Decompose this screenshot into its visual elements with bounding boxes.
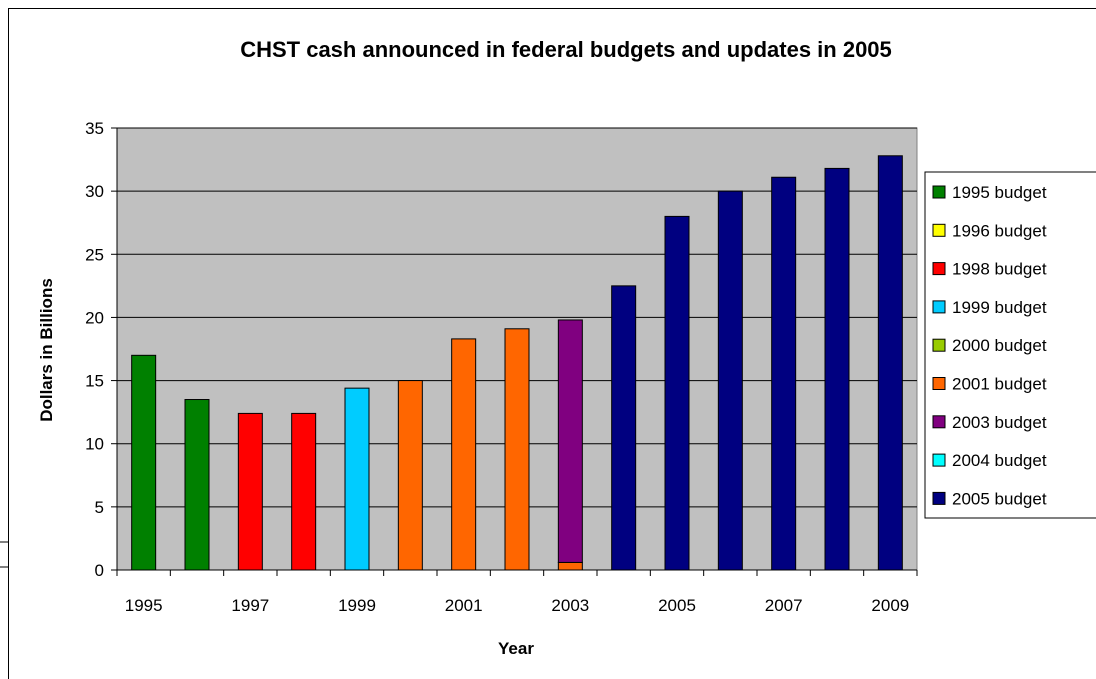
x-axis-ticks: 1995 1997 1999 2001 2003 2005 2007 2009 bbox=[116, 570, 918, 615]
legend-label: 1995 budget bbox=[952, 183, 1047, 202]
legend-label: 1998 budget bbox=[952, 260, 1047, 279]
legend-label: 2003 budget bbox=[952, 413, 1047, 432]
legend-swatch bbox=[932, 377, 946, 390]
bar-1998-1998-budget bbox=[291, 412, 317, 571]
x-tick-label: 2007 bbox=[765, 596, 803, 615]
y-tick-label: 0 bbox=[95, 561, 104, 580]
bar-2004-2005-budget bbox=[611, 285, 637, 571]
y-tick-label: 20 bbox=[85, 308, 104, 327]
bar-2003-2001-budget bbox=[557, 561, 583, 571]
x-tick-label: 1997 bbox=[231, 596, 269, 615]
bar-1999-1999-budget bbox=[344, 387, 370, 571]
chart-title: CHST cash announced in federal budgets a… bbox=[240, 37, 892, 62]
y-tick-label: 15 bbox=[85, 372, 104, 391]
legend-label: 2000 budget bbox=[952, 336, 1047, 355]
legend-label: 2005 budget bbox=[952, 489, 1047, 508]
bar-2005-2005-budget bbox=[664, 215, 690, 571]
bar-2009-2005-budget bbox=[877, 155, 903, 571]
legend-box bbox=[924, 171, 1096, 519]
bar-1995-1995-budget bbox=[131, 354, 157, 571]
legend-swatch bbox=[932, 262, 946, 276]
y-tick-label: 35 bbox=[85, 119, 104, 138]
axes bbox=[116, 128, 917, 571]
bar-2006-2005-budget bbox=[717, 190, 743, 571]
bar-2000-2001-budget bbox=[397, 380, 423, 571]
legend-swatch bbox=[932, 338, 946, 352]
y-axis-title: Dollars in Billions bbox=[37, 278, 56, 422]
x-tick-label: 1995 bbox=[125, 596, 163, 615]
bar-2002-2001-budget bbox=[504, 328, 530, 571]
y-tick-label: 30 bbox=[85, 182, 104, 201]
bar-2001-2001-budget bbox=[451, 338, 477, 571]
legend-label: 2004 budget bbox=[952, 451, 1047, 470]
y-tick-label: 5 bbox=[95, 498, 104, 517]
legend-label: 1999 budget bbox=[952, 298, 1047, 317]
bars bbox=[131, 155, 903, 571]
x-tick-label: 1999 bbox=[338, 596, 376, 615]
legend-swatch bbox=[932, 491, 946, 505]
legend-swatch bbox=[932, 185, 946, 199]
x-tick-label: 2009 bbox=[871, 596, 909, 615]
bar-2003-2003-budget bbox=[557, 319, 583, 563]
x-tick-label: 2003 bbox=[551, 596, 589, 615]
bar-2007-2005-budget bbox=[771, 176, 797, 571]
legend-swatch bbox=[932, 415, 946, 429]
legend-label: 1996 budget bbox=[952, 221, 1047, 240]
x-tick-label: 2001 bbox=[445, 596, 483, 615]
y-tick-label: 25 bbox=[85, 245, 104, 264]
y-axis-ticks: 0 5 10 15 20 25 30 35 bbox=[85, 119, 117, 580]
legend-swatch bbox=[932, 223, 946, 237]
legend: 1995 budget 1996 budget 1998 budget 1999 bu… bbox=[924, 171, 1096, 519]
x-tick-label: 2005 bbox=[658, 596, 696, 615]
margin-marks bbox=[0, 541, 8, 568]
legend-label: 2001 budget bbox=[952, 375, 1047, 394]
y-tick-label: 10 bbox=[85, 435, 104, 454]
bar-2008-2005-budget bbox=[824, 167, 850, 571]
legend-swatch bbox=[932, 453, 946, 467]
x-axis-title: Year bbox=[498, 639, 534, 658]
bar-1996-1995-budget bbox=[184, 399, 210, 571]
legend-swatch bbox=[932, 300, 946, 314]
bar-1997-1998-budget bbox=[237, 412, 263, 571]
